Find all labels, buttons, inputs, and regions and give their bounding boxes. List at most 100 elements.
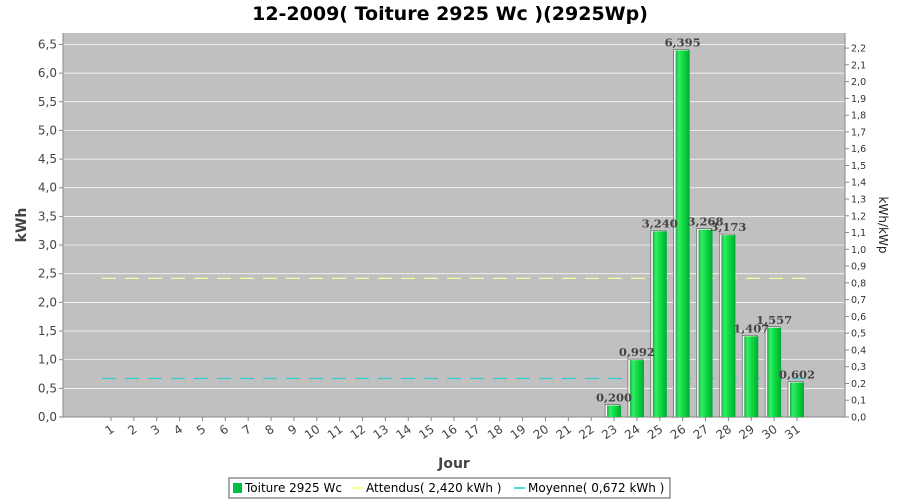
y2-tick-label: 1,6 xyxy=(851,144,866,155)
x-axis-label: Jour xyxy=(437,456,470,472)
y-tick-label: 4,5 xyxy=(38,152,57,166)
y2-tick-label: 0,0 xyxy=(851,413,866,424)
data-label: 3,240 xyxy=(642,216,678,230)
y2-tick-label: 1,1 xyxy=(851,228,866,239)
x-tick-label: 20 xyxy=(531,422,552,442)
y-axis-label: kWh xyxy=(14,208,30,243)
y2-axis-label: kWh/kWp xyxy=(876,197,890,254)
y-tick-label: 4,0 xyxy=(38,181,57,195)
legend-label-average: Moyenne( 0,672 kWh ) xyxy=(528,481,664,495)
data-label: 6,395 xyxy=(665,35,701,49)
x-tick-label: 10 xyxy=(302,422,323,442)
x-tick-label: 18 xyxy=(485,422,506,442)
x-tick-label: 17 xyxy=(462,422,483,442)
x-tick-label: 19 xyxy=(508,422,529,442)
y2-tick-label: 1,5 xyxy=(851,161,866,172)
y-tick-label: 2,5 xyxy=(38,267,57,281)
x-tick-label: 3 xyxy=(148,422,162,438)
y-tick-label: 0,0 xyxy=(38,410,57,424)
x-tick-label: 11 xyxy=(325,422,346,442)
y2-tick-label: 0,1 xyxy=(851,396,866,407)
y2-tick-label: 0,4 xyxy=(851,345,866,356)
x-tick-label: 4 xyxy=(171,422,185,438)
y2-tick-label: 0,2 xyxy=(851,379,866,390)
data-label: 1,557 xyxy=(756,313,792,327)
y-tick-label: 2,0 xyxy=(38,295,57,309)
y2-tick-labels: 0,0 0,1 0,2 0,3 0,4 0,5 0,6 0,7 0,8 0,9 1,0 1,1 1,2 1… xyxy=(851,44,866,424)
legend-swatch-bars xyxy=(233,483,242,493)
y-tick-label: 1,5 xyxy=(38,324,57,338)
plot-area xyxy=(63,33,845,417)
y-tick-labels: 0,0 0,5 1,0 1,5 2,0 2,5 3,0 3,5 4,0 4,5 5,0 5,5 6,0 6… xyxy=(38,37,57,424)
bar xyxy=(675,50,690,418)
x-tick-label: 15 xyxy=(416,422,437,442)
bar xyxy=(744,336,759,417)
x-tick-label: 1 xyxy=(102,422,116,438)
y-tick-label: 3,5 xyxy=(38,209,57,223)
legend: Toiture 2925 Wc Attendus( 2,420 kWh ) Mo… xyxy=(228,477,671,499)
y2-tick-label: 0,3 xyxy=(851,362,866,373)
bar xyxy=(652,231,667,417)
data-label: 1,407 xyxy=(733,321,769,335)
y-tick-label: 6,0 xyxy=(38,66,57,80)
legend-label-expected: Attendus( 2,420 kWh ) xyxy=(366,481,501,495)
x-tick-label: 6 xyxy=(217,422,231,438)
y-tick-label: 5,5 xyxy=(38,95,57,109)
data-label: 0,992 xyxy=(619,345,655,359)
y2-tick-label: 0,9 xyxy=(851,262,866,273)
y2-tick-label: 0,8 xyxy=(851,278,866,289)
grid-lines xyxy=(63,44,845,418)
data-label: 0,200 xyxy=(596,391,632,405)
y-tick-label: 1,0 xyxy=(38,353,57,367)
y2-tick-label: 1,8 xyxy=(851,111,866,122)
y2-tick-label: 1,0 xyxy=(851,245,866,256)
x-tick-label: 7 xyxy=(240,422,254,438)
x-tick-label: 31 xyxy=(782,422,803,442)
y2-tick-label: 0,6 xyxy=(851,312,866,323)
data-label: 3,173 xyxy=(710,220,746,234)
x-tick-label: 16 xyxy=(439,422,460,442)
x-tick-label: 24 xyxy=(622,422,643,442)
bar xyxy=(607,405,622,417)
y2-tick-label: 1,4 xyxy=(851,178,866,189)
x-tick-label: 22 xyxy=(576,422,597,442)
y-tick-label: 6,5 xyxy=(38,37,57,51)
y-tick-label: 5,0 xyxy=(38,123,57,137)
bar xyxy=(721,235,736,417)
bar xyxy=(629,360,644,417)
y2-tick-label: 2,0 xyxy=(851,77,866,88)
x-tick-label: 29 xyxy=(736,422,757,442)
y2-tick-label: 2,1 xyxy=(851,60,866,71)
y-tick-label: 0,5 xyxy=(38,381,57,395)
bar xyxy=(790,382,804,417)
y2-tick-label: 2,2 xyxy=(851,44,866,55)
x-tick-label: 21 xyxy=(554,422,575,442)
x-tick-labels: 1 2 3 4 5 6 7 8 9 10 11 12 13 14 15 16 17 18 19 20 21 22 23 24 2… xyxy=(102,422,802,442)
y2-tick-label: 0,7 xyxy=(851,295,866,306)
bar xyxy=(767,327,782,417)
x-tick-label: 9 xyxy=(285,422,299,438)
x-tick-label: 12 xyxy=(348,422,369,442)
chart-title: 12-2009( Toiture 2925 Wc )(2925Wp) xyxy=(252,3,648,25)
x-tick-label: 27 xyxy=(691,422,712,442)
x-tick-label: 28 xyxy=(714,422,735,442)
legend-label-bars: Toiture 2925 Wc xyxy=(244,481,342,495)
data-label: 0,602 xyxy=(779,367,815,381)
x-tick-label: 30 xyxy=(759,422,780,442)
y2-tick-label: 0,5 xyxy=(851,329,866,340)
axes xyxy=(59,33,849,421)
x-tick-label: 14 xyxy=(393,422,414,442)
x-tick-label: 2 xyxy=(125,422,139,438)
legend-box xyxy=(228,477,671,499)
y2-tick-label: 1,9 xyxy=(851,94,866,105)
y2-tick-label: 1,2 xyxy=(851,211,866,222)
x-tick-label: 8 xyxy=(262,422,276,438)
bars xyxy=(604,49,804,418)
x-tick-label: 5 xyxy=(194,422,208,438)
data-label: 3,268 xyxy=(688,215,724,229)
x-tick-label: 25 xyxy=(645,422,666,442)
x-tick-label: 23 xyxy=(599,422,620,442)
